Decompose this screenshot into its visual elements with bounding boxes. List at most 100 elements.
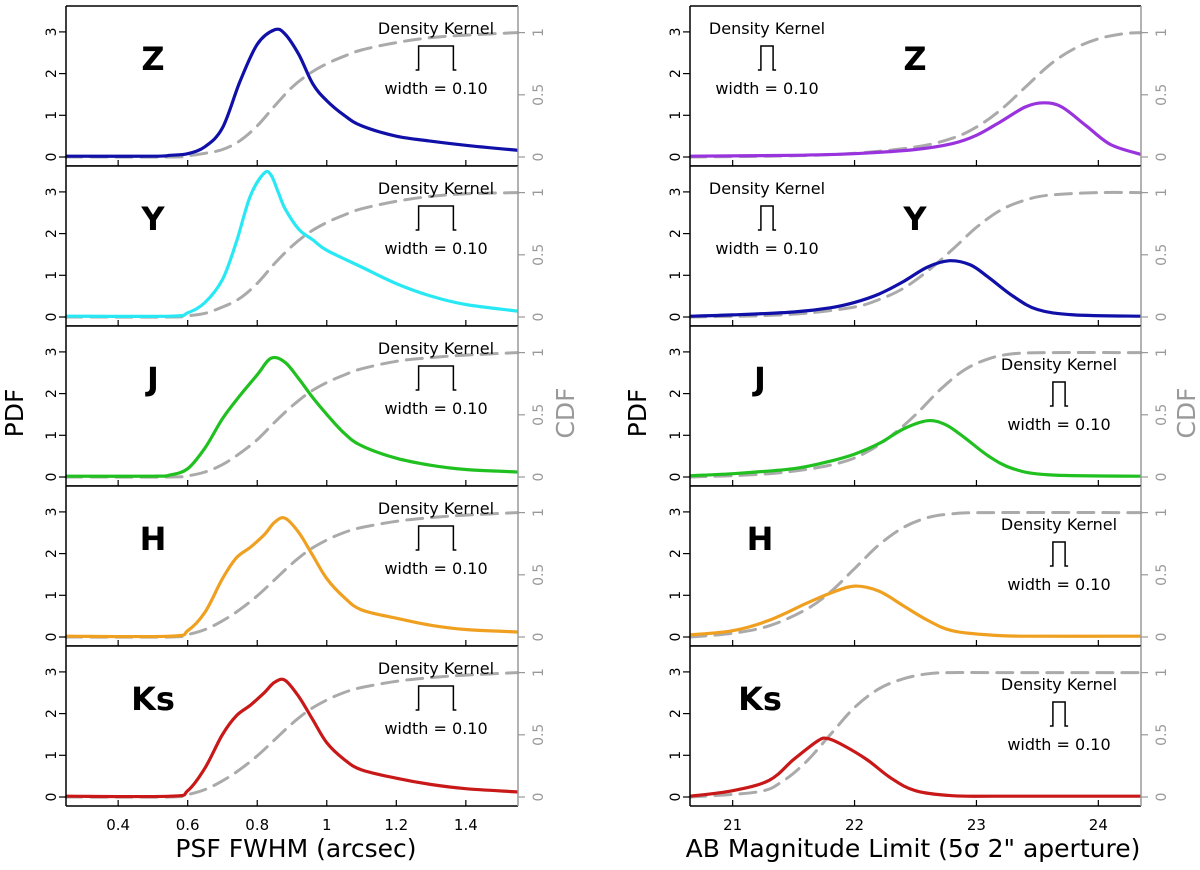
y-tick-label: 1 bbox=[44, 591, 60, 600]
panel-h: H Density Kernel width = 0.10 0 1 2 3 0 0.5 1 bbox=[668, 485, 1170, 647]
kernel-width-label: width = 0.10 bbox=[384, 79, 487, 98]
kernel-title: Density Kernel bbox=[378, 19, 494, 38]
y-tick-label: 2 bbox=[44, 229, 60, 238]
plot-area bbox=[690, 486, 1141, 646]
y-tick-label: 2 bbox=[668, 549, 684, 558]
kernel-title: Density Kernel bbox=[709, 19, 825, 38]
kernel-width-label: width = 0.10 bbox=[1007, 575, 1110, 594]
cdf-line bbox=[64, 191, 520, 319]
y-tick-label: 3 bbox=[668, 507, 684, 516]
cdf-line bbox=[688, 351, 1143, 479]
pdf-line bbox=[689, 736, 1141, 798]
y2-tick-label: 0.5 bbox=[531, 564, 547, 586]
y2-tick-label: 0 bbox=[531, 793, 547, 802]
y2-tick-label: 0.5 bbox=[531, 84, 547, 106]
panel-y: Y Density Kernel width = 0.10 0 1 2 3 0 0.5 1 bbox=[44, 165, 547, 327]
band-label: J bbox=[145, 360, 159, 398]
kernel-shape bbox=[415, 525, 457, 551]
band-label: H bbox=[140, 520, 167, 558]
y-tick-label: 0 bbox=[44, 153, 60, 162]
y-tick-label: 0 bbox=[44, 473, 60, 482]
y-tick-label: 3 bbox=[44, 187, 60, 196]
y-tick-label: 3 bbox=[44, 27, 60, 36]
y-tick-label: 1 bbox=[668, 751, 684, 760]
y2-tick-label: 0.5 bbox=[1154, 404, 1170, 426]
band-label: H bbox=[747, 520, 774, 558]
x-tick-label: 23 bbox=[967, 816, 986, 834]
y2-tick-label: 1 bbox=[1154, 28, 1170, 37]
left-cdf-axis-label: CDF bbox=[551, 387, 580, 438]
panel-z: Z Density Kernel width = 0.10 0 1 2 3 0 0.5 1 bbox=[44, 5, 547, 167]
y-tick-label: 2 bbox=[668, 389, 684, 398]
y-tick-label: 0 bbox=[44, 313, 60, 322]
panel-h: H Density Kernel width = 0.10 0 1 2 3 0 0.5 1 bbox=[44, 485, 547, 647]
kernel-shape bbox=[415, 45, 457, 71]
kernel-width-label: width = 0.10 bbox=[1007, 415, 1110, 434]
plot-area bbox=[690, 6, 1141, 166]
y-tick-label: 0 bbox=[668, 313, 684, 322]
y2-tick-label: 0.5 bbox=[1154, 244, 1170, 266]
x-tick-label: 22 bbox=[845, 816, 864, 834]
y-tick-label: 3 bbox=[668, 347, 684, 356]
y-tick-label: 1 bbox=[44, 431, 60, 440]
y-tick-label: 2 bbox=[668, 709, 684, 718]
y-tick-label: 3 bbox=[44, 667, 60, 676]
y-tick-label: 1 bbox=[44, 111, 60, 120]
kernel-width-label: width = 0.10 bbox=[715, 79, 818, 98]
kernel-shape bbox=[415, 365, 457, 391]
pdf-line bbox=[689, 259, 1142, 318]
y2-tick-label: 0 bbox=[531, 153, 547, 162]
y-tick-label: 1 bbox=[668, 591, 684, 600]
y-tick-label: 1 bbox=[668, 431, 684, 440]
y2-tick-label: 0.5 bbox=[531, 244, 547, 266]
y2-tick-label: 0.5 bbox=[531, 404, 547, 426]
y-tick-label: 2 bbox=[668, 229, 684, 238]
panel-z: Z Density Kernel width = 0.10 0 1 2 3 0 0.5 1 bbox=[668, 5, 1170, 167]
y-tick-label: 2 bbox=[44, 709, 60, 718]
y-tick-label: 3 bbox=[668, 27, 684, 36]
band-label: Y bbox=[140, 200, 165, 238]
pdf-line bbox=[689, 584, 1142, 638]
y2-tick-label: 0 bbox=[531, 313, 547, 322]
y-tick-label: 3 bbox=[44, 507, 60, 516]
band-label: Z bbox=[903, 40, 926, 78]
y-tick-label: 3 bbox=[668, 667, 684, 676]
y2-tick-label: 0.5 bbox=[1154, 564, 1170, 586]
y2-tick-label: 0 bbox=[531, 473, 547, 482]
y2-tick-label: 0.5 bbox=[1154, 724, 1170, 746]
x-tick-label: 1.2 bbox=[384, 816, 408, 834]
y2-tick-label: 0 bbox=[1154, 313, 1170, 322]
kernel-title: Density Kernel bbox=[378, 179, 494, 198]
kernel-shape bbox=[1049, 541, 1069, 567]
y2-tick-label: 1 bbox=[531, 668, 547, 677]
x-tick-label: 0.4 bbox=[106, 816, 130, 834]
kernel-shape bbox=[415, 685, 457, 711]
band-label: Z bbox=[141, 40, 164, 78]
y-tick-label: 3 bbox=[668, 187, 684, 196]
cdf-line bbox=[688, 511, 1143, 639]
kernel-title: Density Kernel bbox=[378, 499, 494, 518]
y-tick-label: 0 bbox=[668, 473, 684, 482]
kernel-shape bbox=[1049, 381, 1069, 407]
kernel-width-label: width = 0.10 bbox=[384, 559, 487, 578]
panel-ks: Ks Density Kernel width = 0.10 0 1 2 3 0 0.5 1 bbox=[44, 645, 547, 807]
cdf-line bbox=[64, 351, 520, 479]
y2-tick-label: 0 bbox=[531, 633, 547, 642]
pdf-line bbox=[65, 516, 519, 639]
pdf-line bbox=[689, 418, 1142, 478]
kernel-width-label: width = 0.10 bbox=[715, 239, 818, 258]
y-tick-label: 2 bbox=[44, 389, 60, 398]
y2-tick-label: 1 bbox=[1154, 508, 1170, 517]
y-tick-label: 2 bbox=[44, 69, 60, 78]
panel-j: J Density Kernel width = 0.10 0 1 2 3 0 0.5 1 bbox=[668, 325, 1170, 487]
kernel-shape bbox=[757, 205, 777, 231]
chart-column-1: Z Density Kernel width = 0.10 0 1 2 3 0 0.5 1 Y Den… bbox=[44, 5, 547, 834]
right-x-axis-label: AB Magnitude Limit (5σ 2" aperture) bbox=[686, 834, 1141, 863]
x-tick-label: 1.4 bbox=[454, 816, 478, 834]
x-tick-label: 24 bbox=[1089, 816, 1108, 834]
y-tick-label: 1 bbox=[668, 111, 684, 120]
cdf-line bbox=[64, 31, 520, 159]
band-label: Ks bbox=[738, 680, 782, 718]
